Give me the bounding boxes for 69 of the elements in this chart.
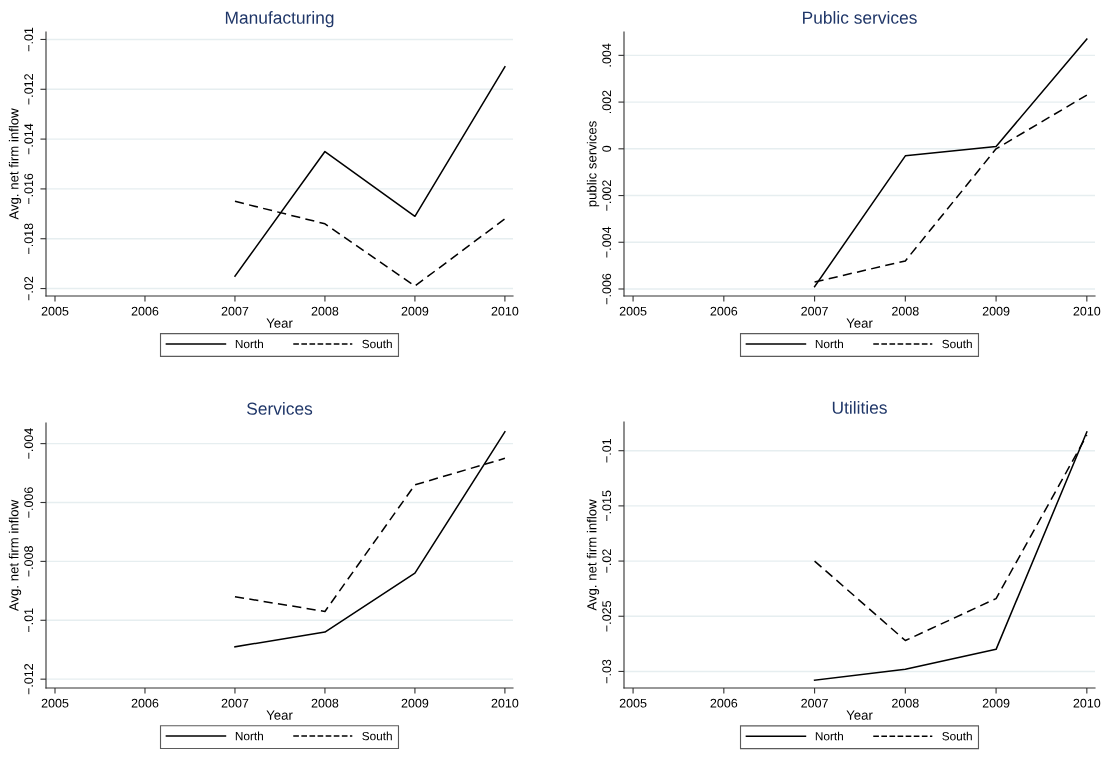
y-tick-label: −.002 xyxy=(602,180,612,211)
y-tick-label: 0 xyxy=(602,145,612,152)
legend-label: North xyxy=(235,731,263,741)
x-tick-label: 2006 xyxy=(131,698,159,708)
y-tick-label: −.01 xyxy=(24,608,34,632)
y-tick-label: −.025 xyxy=(602,600,612,632)
line-series xyxy=(234,431,506,648)
y-tick-label: −.02 xyxy=(602,549,612,573)
chart-title: Utilities xyxy=(832,401,887,414)
x-tick-label: 2008 xyxy=(311,698,339,708)
x-tick-label: 2010 xyxy=(491,306,519,316)
x-tick-label: 2005 xyxy=(41,306,69,316)
x-tick-label: 2010 xyxy=(1073,306,1101,316)
y-tick-label: −.03 xyxy=(602,659,612,684)
y-axis-title: Avg. net firm inflow xyxy=(8,499,22,612)
y-tick-label: −.006 xyxy=(602,273,612,305)
x-axis-title: Year xyxy=(266,710,293,720)
x-tick-label: 2008 xyxy=(311,306,339,316)
x-tick-label: 2008 xyxy=(892,306,919,316)
chart-title: Public services xyxy=(803,11,917,24)
x-tick-label: 2007 xyxy=(801,698,828,708)
line-series xyxy=(813,431,1088,682)
x-tick-label: 2010 xyxy=(1073,698,1101,708)
y-tick-label: −.014 xyxy=(24,123,34,155)
chart-title: Manufacturing xyxy=(225,11,334,28)
legend-label: South xyxy=(942,731,972,741)
y-tick-label: −.004 xyxy=(602,226,612,258)
x-tick-label: 2007 xyxy=(801,306,828,316)
y-axis-title: Avg. net firm inflow xyxy=(8,108,22,220)
x-tick-label: 2006 xyxy=(710,306,738,316)
legend-label: South xyxy=(362,339,392,349)
y-tick-label: −.01 xyxy=(24,27,34,52)
x-tick-label: 2009 xyxy=(982,306,1010,316)
legend-label: South xyxy=(362,731,392,741)
y-tick-label: .002 xyxy=(602,90,612,114)
line-series xyxy=(813,38,1088,288)
x-axis-title: Year xyxy=(846,318,873,328)
x-tick-label: 2008 xyxy=(892,698,919,708)
y-axis-title: Avg. net firm inflow xyxy=(586,499,600,611)
x-tick-label: 2005 xyxy=(619,306,647,316)
legend-label: North xyxy=(235,339,263,349)
y-tick-label: −.015 xyxy=(602,490,612,522)
x-tick-label: 2007 xyxy=(221,306,249,316)
legend-label: North xyxy=(815,339,843,349)
y-tick-label: −.02 xyxy=(24,276,34,301)
legend-label: North xyxy=(815,731,843,741)
x-tick-label: 2007 xyxy=(221,698,249,708)
y-tick-label: −.012 xyxy=(24,74,34,105)
x-tick-label: 2009 xyxy=(401,306,429,316)
y-tick-label: −.016 xyxy=(24,173,34,205)
x-axis-title: Year xyxy=(846,710,873,720)
y-tick-label: −.006 xyxy=(24,487,34,518)
chart-title: Services xyxy=(247,402,313,415)
x-axis-title: Year xyxy=(266,318,293,328)
y-tick-label: −.012 xyxy=(24,663,34,695)
x-tick-label: 2006 xyxy=(131,306,159,316)
x-tick-label: 2010 xyxy=(491,698,519,708)
x-tick-label: 2006 xyxy=(710,698,738,708)
y-tick-label: −.01 xyxy=(602,438,612,463)
y-tick-label: −.008 xyxy=(24,546,34,577)
legend-label: South xyxy=(942,339,972,349)
x-tick-label: 2009 xyxy=(401,698,429,708)
x-tick-label: 2005 xyxy=(41,698,69,708)
y-tick-label: −.004 xyxy=(24,428,34,459)
y-tick-label: −.018 xyxy=(24,223,34,254)
y-tick-label: .004 xyxy=(602,43,612,67)
x-tick-label: 2005 xyxy=(619,698,647,708)
y-axis-title: public services xyxy=(586,121,600,207)
x-tick-label: 2009 xyxy=(982,698,1010,708)
